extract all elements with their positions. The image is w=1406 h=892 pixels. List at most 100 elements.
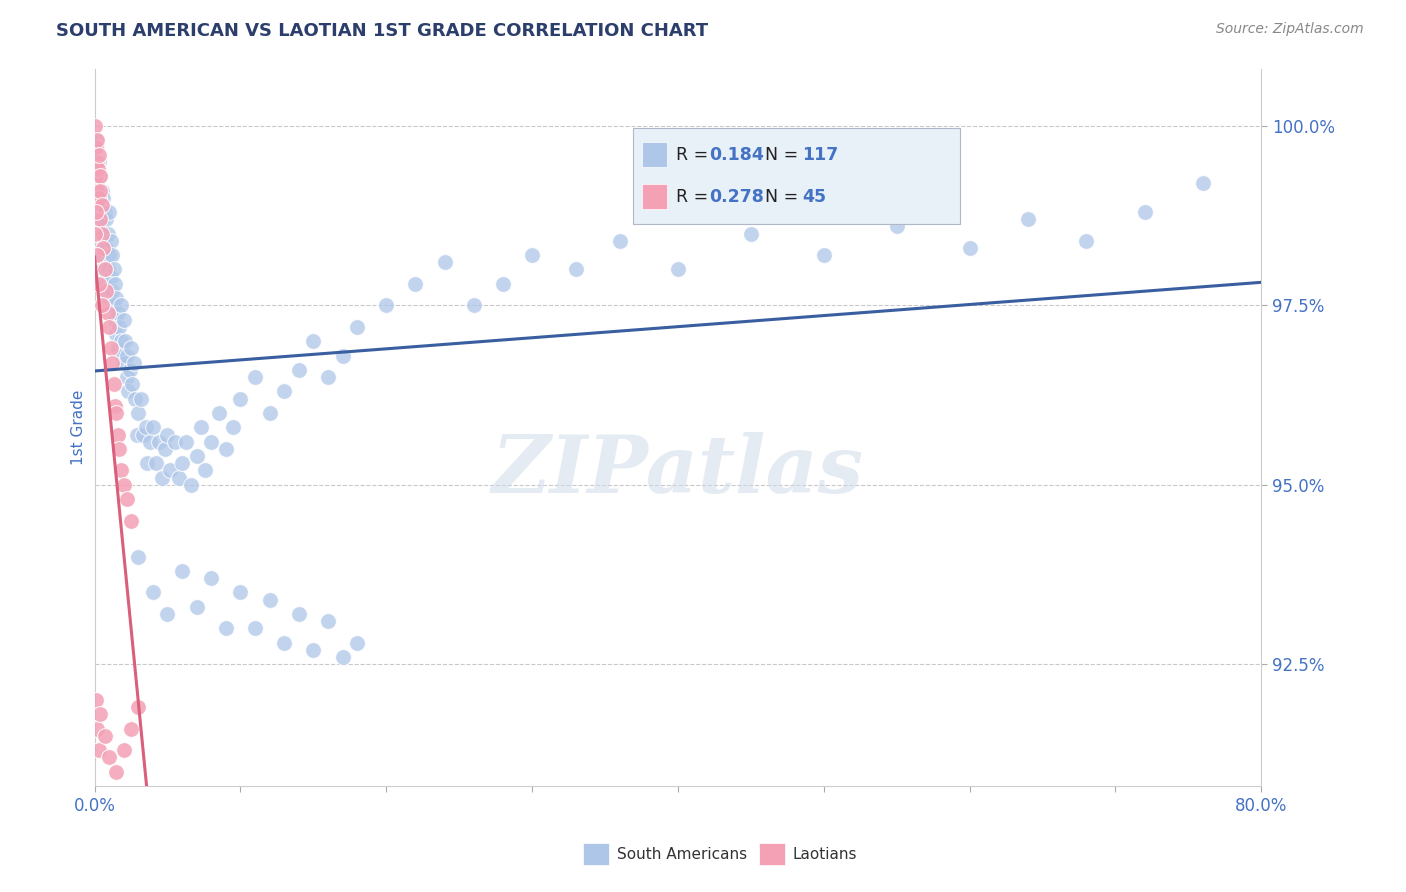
Point [94, 205, 117, 219]
Point [90, 212, 112, 227]
Point [316, 370, 339, 384]
Point [1192, 177, 1215, 191]
Point [229, 392, 252, 406]
Point [87, 219, 110, 234]
Point [94, 277, 117, 291]
Point [115, 492, 138, 507]
Point [98, 750, 121, 764]
Point [84, 693, 107, 707]
Point [94, 234, 117, 248]
Point [463, 298, 485, 312]
Point [97, 262, 120, 277]
Point [273, 635, 295, 649]
Point [124, 392, 146, 406]
Text: Source: ZipAtlas.com: Source: ZipAtlas.com [1216, 22, 1364, 37]
Point [1076, 234, 1098, 248]
Point [94, 262, 117, 277]
Point [302, 334, 325, 349]
Point [959, 241, 981, 255]
Point [142, 420, 165, 434]
Text: N =: N = [755, 188, 804, 206]
Point [243, 621, 266, 635]
Point [91, 262, 114, 277]
Point [89, 212, 111, 227]
Text: R =: R = [676, 145, 713, 163]
Point [103, 377, 125, 392]
Point [332, 650, 354, 665]
Point [112, 477, 135, 491]
Point [89, 707, 111, 722]
Point [107, 427, 129, 442]
Point [110, 334, 132, 349]
Point [98, 291, 121, 305]
Point [200, 571, 222, 585]
Point [167, 470, 190, 484]
Point [135, 420, 157, 434]
Point [112, 356, 135, 370]
Point [105, 326, 128, 341]
Text: Laotians: Laotians [793, 847, 858, 862]
Point [492, 277, 515, 291]
Point [110, 463, 132, 477]
Point [565, 262, 588, 277]
Point [186, 599, 208, 614]
Point [84, 119, 107, 133]
Point [98, 248, 121, 262]
Point [142, 585, 165, 599]
Point [1133, 205, 1156, 219]
Point [96, 212, 118, 227]
Point [105, 764, 128, 779]
Point [222, 420, 245, 434]
Point [118, 363, 141, 377]
Point [112, 312, 135, 326]
Point [103, 298, 125, 312]
Point [87, 191, 110, 205]
Text: 0.278: 0.278 [710, 188, 765, 206]
Point [86, 154, 108, 169]
Point [215, 621, 238, 635]
Point [91, 191, 114, 205]
Point [86, 133, 108, 147]
Text: SOUTH AMERICAN VS LAOTIAN 1ST GRADE CORRELATION CHART: SOUTH AMERICAN VS LAOTIAN 1ST GRADE CORR… [56, 22, 709, 40]
Point [89, 184, 111, 198]
Point [131, 427, 153, 442]
Point [90, 198, 112, 212]
Point [96, 241, 118, 255]
Point [229, 585, 252, 599]
Point [112, 743, 135, 757]
Point [100, 269, 122, 284]
Point [87, 154, 110, 169]
Point [122, 356, 145, 370]
Point [96, 284, 118, 298]
Point [194, 463, 217, 477]
Point [186, 449, 208, 463]
Point [215, 442, 238, 456]
Point [302, 642, 325, 657]
Point [91, 227, 114, 241]
Point [84, 205, 107, 219]
Point [375, 298, 398, 312]
Text: South Americans: South Americans [617, 847, 748, 862]
Point [107, 342, 129, 356]
Point [115, 370, 138, 384]
Point [84, 140, 107, 154]
Point [87, 277, 110, 291]
Point [101, 284, 124, 298]
Point [86, 722, 108, 736]
Point [129, 392, 152, 406]
Point [108, 442, 131, 456]
Point [87, 161, 110, 176]
Point [200, 434, 222, 449]
Point [287, 607, 309, 621]
Point [609, 234, 631, 248]
Text: 0.184: 0.184 [710, 145, 765, 163]
Point [98, 319, 121, 334]
Point [287, 363, 309, 377]
Point [520, 248, 543, 262]
Point [145, 456, 167, 470]
Point [90, 184, 112, 198]
Point [136, 456, 159, 470]
Point [87, 191, 110, 205]
Point [127, 549, 149, 564]
Point [316, 614, 339, 628]
